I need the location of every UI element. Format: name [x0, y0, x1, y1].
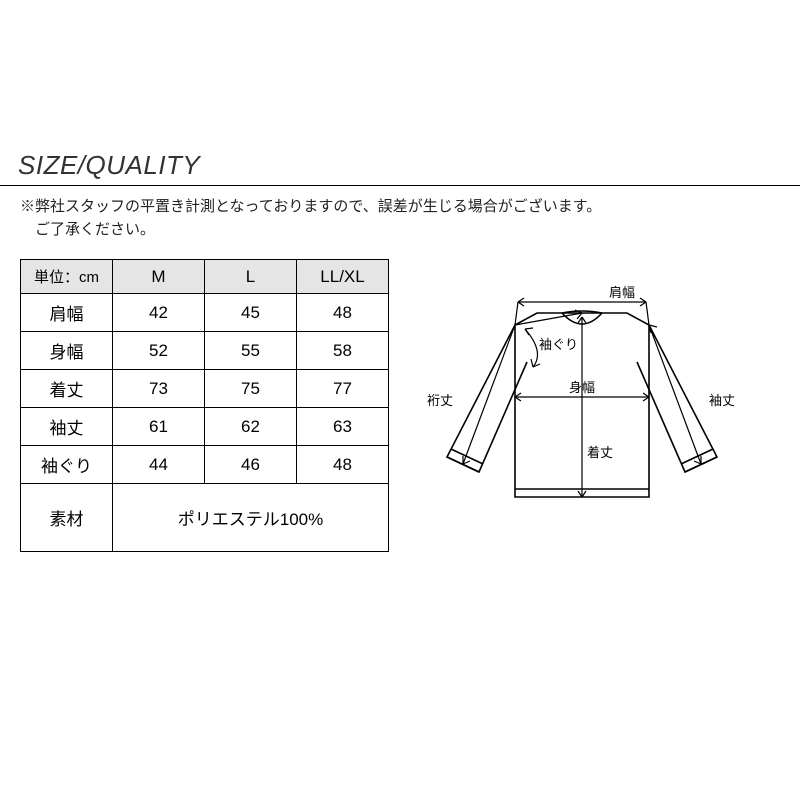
cell: 48 — [297, 446, 389, 484]
row-armhole: 袖ぐり 44 46 48 — [21, 446, 389, 484]
cell: 48 — [297, 294, 389, 332]
cell: 73 — [113, 370, 205, 408]
row-material: 素材 ポリエステル100% — [21, 484, 389, 552]
cell: 44 — [113, 446, 205, 484]
material-value: ポリエステル100% — [113, 484, 389, 552]
cell: 61 — [113, 408, 205, 446]
cell: 42 — [113, 294, 205, 332]
row-label: 袖丈 — [21, 408, 113, 446]
shirt-diagram: 肩幅 袖ぐり 身幅 — [417, 259, 747, 537]
size-header-l: L — [205, 260, 297, 294]
row-label: 着丈 — [21, 370, 113, 408]
cell: 58 — [297, 332, 389, 370]
label-shoulder: 肩幅 — [609, 285, 635, 300]
row-shoulder: 肩幅 42 45 48 — [21, 294, 389, 332]
cell: 77 — [297, 370, 389, 408]
label-sleeve: 袖丈 — [709, 393, 735, 408]
note-line-2: ご了承ください。 — [35, 221, 155, 238]
cell: 45 — [205, 294, 297, 332]
cell: 46 — [205, 446, 297, 484]
row-label: 袖ぐり — [21, 446, 113, 484]
label-length: 着丈 — [587, 445, 613, 460]
row-length: 着丈 73 75 77 — [21, 370, 389, 408]
note-line-1: ※弊社スタッフの平置き計測となっておりますので、誤差が生じる場合がございます。 — [20, 198, 601, 215]
cell: 75 — [205, 370, 297, 408]
size-header-m: M — [113, 260, 205, 294]
header-row: 単位：cm M L LL/XL — [21, 260, 389, 294]
measurement-note: ※弊社スタッフの平置き計測となっておりますので、誤差が生じる場合がございます。 … — [0, 186, 800, 241]
label-yuki: 裄丈 — [427, 393, 453, 408]
row-sleeve: 袖丈 61 62 63 — [21, 408, 389, 446]
cell: 62 — [205, 408, 297, 446]
label-armhole: 袖ぐり — [539, 337, 578, 352]
row-label: 肩幅 — [21, 294, 113, 332]
cell: 55 — [205, 332, 297, 370]
unit-header: 単位：cm — [21, 260, 113, 294]
row-label: 身幅 — [21, 332, 113, 370]
row-body-width: 身幅 52 55 58 — [21, 332, 389, 370]
section-title: SIZE/QUALITY — [0, 150, 800, 186]
cell: 63 — [297, 408, 389, 446]
size-table: 単位：cm M L LL/XL 肩幅 42 45 48 身幅 52 55 58 … — [20, 259, 389, 552]
size-header-llxl: LL/XL — [297, 260, 389, 294]
material-label: 素材 — [21, 484, 113, 552]
cell: 52 — [113, 332, 205, 370]
